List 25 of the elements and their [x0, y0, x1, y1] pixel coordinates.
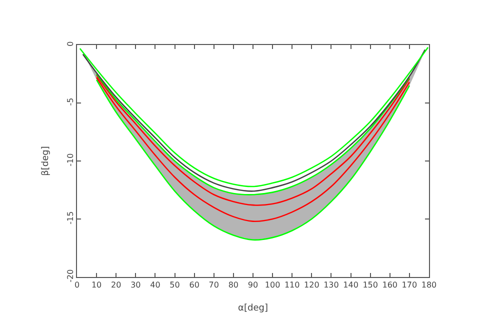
- y-tick-label: -5: [66, 98, 75, 106]
- x-tick-label: 80: [228, 280, 239, 290]
- x-tick-label: 10: [91, 280, 102, 290]
- x-tick-label: 100: [264, 280, 280, 290]
- x-tick-label: 20: [111, 280, 122, 290]
- y-axis-title: β[deg]: [41, 146, 52, 176]
- x-tick-label: 150: [362, 280, 378, 290]
- x-tick-label: 60: [189, 280, 200, 290]
- x-tick-label: 130: [324, 280, 339, 290]
- x-tick-label: 180: [421, 280, 437, 290]
- x-tick-label: 120: [304, 280, 320, 290]
- x-tick-label: 50: [170, 280, 180, 290]
- x-tick-label: 170: [402, 280, 418, 290]
- x-tick-label: 110: [284, 280, 300, 290]
- x-tick-label: 160: [382, 280, 398, 290]
- y-tick-label: -10: [66, 153, 75, 166]
- y-tick-label: 0: [66, 41, 75, 46]
- x-tick-label: 70: [208, 280, 219, 290]
- x-tick-label: 140: [343, 280, 358, 290]
- y-tick-label: -15: [66, 211, 75, 224]
- x-tick-label: 30: [130, 280, 141, 290]
- y-tick-label: -20: [66, 269, 75, 282]
- x-tick-label: 40: [150, 280, 160, 290]
- x-axis-title: α[deg]: [238, 303, 268, 314]
- x-tick-label: 90: [248, 280, 258, 290]
